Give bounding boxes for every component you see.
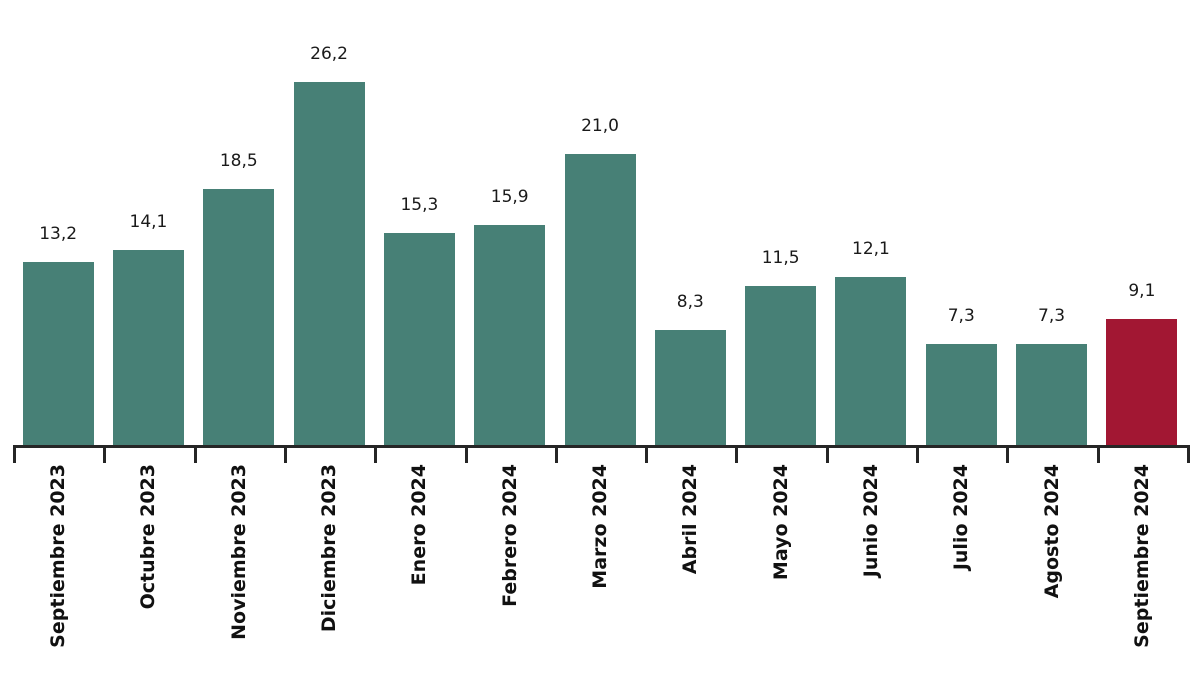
x-axis-label: Abril 2024 [679, 464, 702, 575]
x-axis-label: Octubre 2023 [137, 464, 160, 610]
bar-marzo-2024 [564, 154, 636, 446]
bar-value-label: 14,1 [129, 212, 168, 232]
axis-tick [1096, 445, 1100, 463]
axis-tick [645, 445, 649, 463]
x-axis-label: Marzo 2024 [589, 464, 611, 589]
axis-tick [916, 445, 920, 463]
bar-value-label: 8,3 [676, 292, 704, 312]
x-axis-label: Agosto 2024 [1040, 464, 1063, 599]
x-axis-label: Septiembre 2023 [47, 464, 70, 648]
x-axis-line [13, 445, 1191, 448]
bar-enero-2024 [383, 233, 455, 446]
axis-tick [283, 445, 287, 463]
bar-value-label: 12,1 [852, 239, 890, 259]
x-axis-label: Febrero 2024 [498, 464, 521, 607]
bar-diciembre-2023 [293, 82, 365, 446]
bar-febrero-2024 [474, 225, 546, 446]
axis-tick [735, 445, 739, 463]
bar-value-label: 7,3 [947, 306, 975, 326]
axis-tick [1006, 445, 1010, 463]
axis-tick [374, 445, 378, 463]
bar-octubre-2023 [112, 250, 184, 446]
axis-tick [193, 445, 197, 463]
bar-value-label: 18,5 [219, 151, 258, 171]
axis-tick [103, 445, 107, 463]
axis-tick [554, 445, 558, 463]
bar-value-label: 26,2 [310, 44, 348, 64]
x-axis-label: Junio 2024 [859, 464, 882, 578]
bar-abril-2024 [654, 330, 726, 446]
bar-agosto-2024 [1016, 344, 1088, 446]
x-axis-label: Mayo 2024 [769, 464, 792, 581]
bar-julio-2024 [925, 344, 997, 446]
bar-value-label: 15,3 [400, 195, 439, 215]
axis-tick [825, 445, 829, 463]
axis-tick [464, 445, 468, 463]
x-axis-label: Diciembre 2023 [318, 464, 341, 633]
bar-value-label: 15,9 [490, 187, 529, 207]
bar-value-label: 13,2 [39, 224, 78, 244]
bar-junio-2024 [835, 277, 907, 446]
bar-mayo-2024 [745, 286, 817, 446]
bar-septiembre-2024 [1106, 319, 1178, 446]
bar-septiembre-2023 [22, 262, 94, 446]
x-axis-label: Julio 2024 [950, 464, 973, 571]
axis-tick [13, 445, 16, 463]
bar-value-label: 9,1 [1128, 281, 1156, 301]
x-axis-label: Septiembre 2024 [1130, 464, 1153, 648]
bar-value-label: 21,0 [581, 116, 619, 136]
bar-value-label: 7,3 [1038, 306, 1066, 326]
axis-tick [1187, 445, 1191, 463]
bar-value-label: 11,5 [761, 248, 800, 268]
bar-noviembre-2023 [203, 189, 275, 446]
x-axis-label: Noviembre 2023 [227, 464, 250, 640]
x-axis-label: Enero 2024 [408, 464, 431, 586]
